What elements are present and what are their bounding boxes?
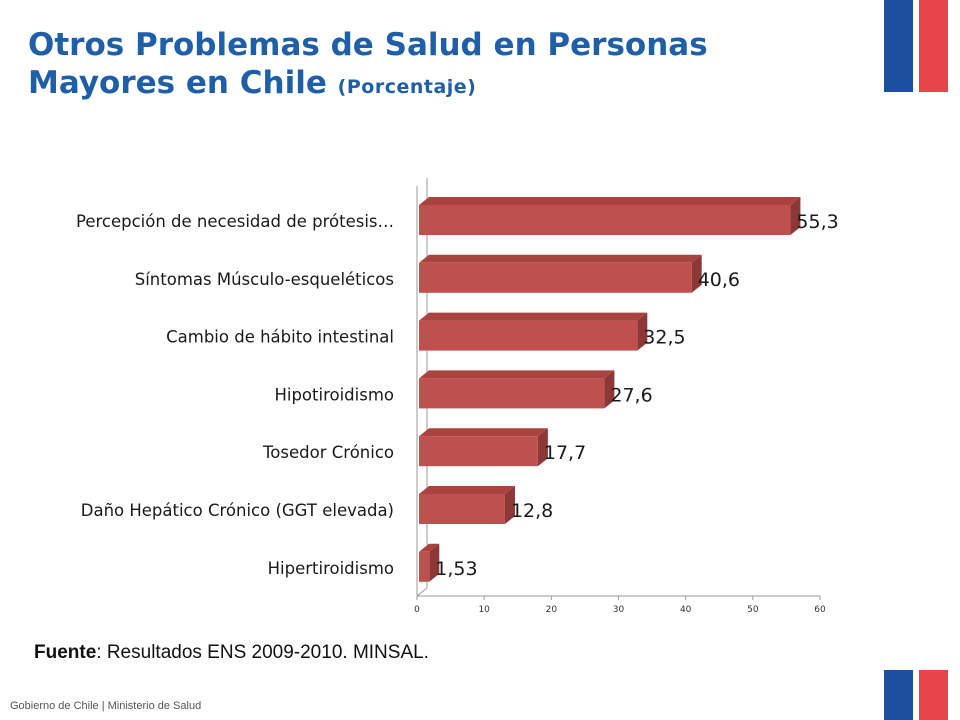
x-tick-label: 0 bbox=[414, 605, 420, 615]
bar-top bbox=[419, 312, 648, 321]
chile-flag-logo-bottom bbox=[884, 670, 948, 720]
category-label: Hipertiroidismo bbox=[268, 559, 394, 578]
bar-side bbox=[429, 543, 440, 582]
bar-top bbox=[419, 370, 615, 379]
bar-side bbox=[691, 254, 702, 293]
bar bbox=[419, 262, 692, 293]
x-tick-label: 10 bbox=[478, 605, 490, 615]
x-tick-label: 30 bbox=[613, 605, 625, 615]
bar bbox=[419, 436, 538, 467]
x-tick-label: 20 bbox=[546, 605, 558, 615]
bar-side bbox=[537, 428, 548, 467]
bar-side bbox=[790, 197, 801, 235]
bar bbox=[419, 320, 638, 351]
x-tick-label: 60 bbox=[814, 605, 826, 615]
x-tick-label: 40 bbox=[680, 605, 692, 615]
footer-ministry: Gobierno de Chile | Ministerio de Salud bbox=[10, 700, 202, 712]
source-note: Fuente: Resultados ENS 2009-2010. MINSAL… bbox=[34, 642, 429, 664]
flag-blue-stripe bbox=[884, 670, 913, 720]
title-unit: (Porcentaje) bbox=[337, 76, 477, 98]
category-label: Cambio de hábito intestinal bbox=[166, 328, 394, 347]
title-text: Otros Problemas de Salud en Personas May… bbox=[28, 27, 708, 101]
bar-side bbox=[604, 370, 615, 409]
data-label: 55,3 bbox=[796, 211, 838, 233]
category-label: Percepción de necesidad de prótesis… bbox=[76, 212, 394, 231]
bar-side bbox=[504, 486, 515, 524]
bar-side bbox=[637, 312, 648, 351]
bar-top bbox=[419, 197, 801, 205]
bar-top bbox=[419, 543, 440, 552]
bar-top bbox=[419, 486, 515, 494]
x-tick-label: 50 bbox=[747, 605, 759, 615]
data-label: 32,5 bbox=[643, 327, 685, 349]
data-label: 40,6 bbox=[698, 269, 740, 291]
source-label: Fuente bbox=[34, 642, 97, 663]
bar bbox=[419, 378, 605, 409]
bar bbox=[419, 551, 430, 582]
flag-blue-stripe bbox=[884, 0, 913, 92]
axis-depth-line bbox=[416, 587, 428, 597]
category-label: Tosedor Crónico bbox=[262, 443, 394, 462]
page-title: Otros Problemas de Salud en Personas May… bbox=[28, 26, 848, 106]
flag-red-stripe bbox=[919, 670, 948, 720]
chile-flag-logo-top bbox=[884, 0, 948, 92]
category-label: Síntomas Músculo-esqueléticos bbox=[135, 270, 394, 289]
data-label: 17,7 bbox=[544, 442, 586, 464]
bar-top bbox=[419, 254, 702, 263]
flag-red-stripe bbox=[919, 0, 948, 92]
data-label: 27,6 bbox=[610, 384, 652, 406]
bar-chart: 0 10 20 30 40 50 60 Percepción de necesidad de … bbox=[76, 178, 839, 615]
data-label: 1,53 bbox=[435, 558, 477, 580]
source-text: : Resultados ENS 2009-2010. MINSAL. bbox=[96, 642, 429, 663]
data-label: 12,8 bbox=[511, 500, 553, 522]
bar bbox=[419, 205, 791, 235]
category-label: Hipotiroidismo bbox=[274, 385, 394, 404]
category-label: Daño Hepático Crónico (GGT elevada) bbox=[81, 501, 394, 520]
bar-top bbox=[419, 428, 548, 437]
bar bbox=[419, 494, 505, 524]
